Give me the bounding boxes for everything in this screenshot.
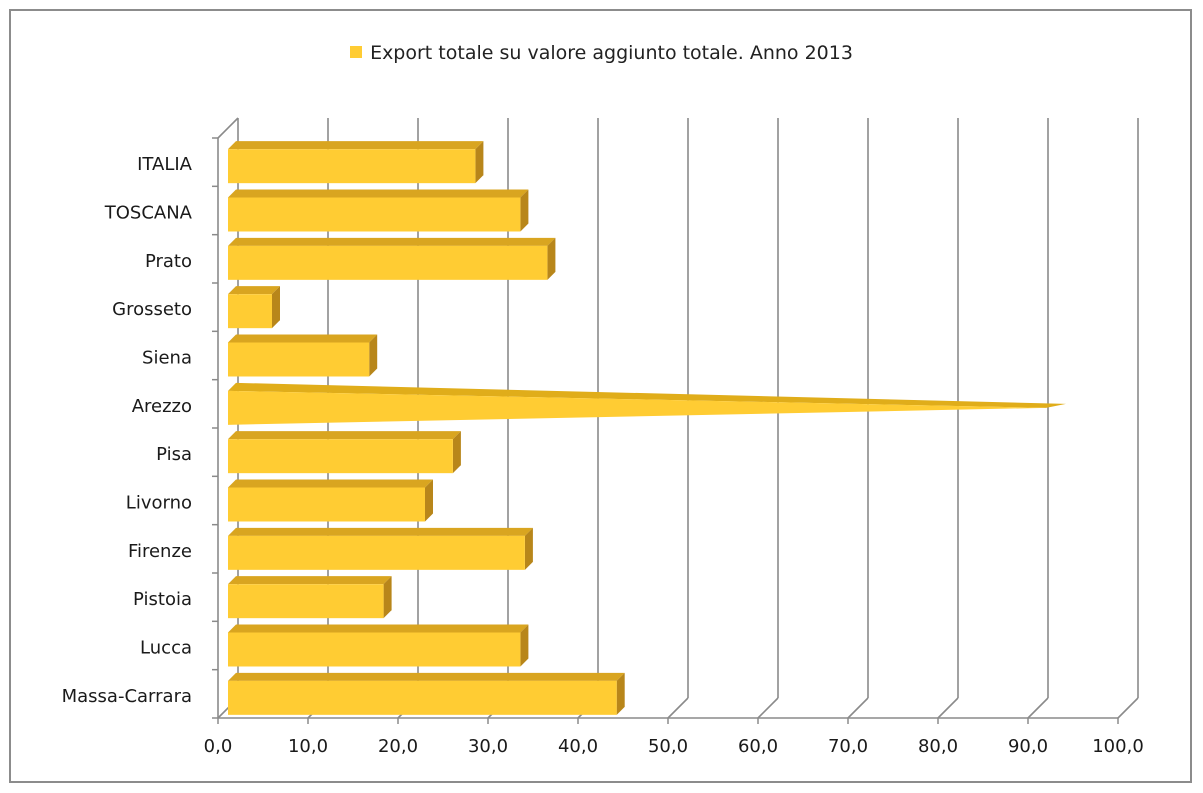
x-tick-label: 40,0 xyxy=(558,736,598,757)
y-tick-label: Prato xyxy=(145,251,192,272)
y-tick-label: Firenze xyxy=(128,541,192,562)
x-tick-label: 80,0 xyxy=(918,736,958,757)
y-tick-label: ITALIA xyxy=(137,154,193,175)
bar-top xyxy=(228,237,556,246)
y-tick-label: Livorno xyxy=(126,493,192,514)
x-tick-label: 50,0 xyxy=(648,736,688,757)
bar xyxy=(228,149,476,184)
bar-top xyxy=(228,672,625,681)
bar-side xyxy=(383,576,392,619)
bar xyxy=(228,535,525,570)
floor-line xyxy=(757,697,779,719)
bar-side xyxy=(452,431,461,474)
bar-top xyxy=(228,479,433,488)
bar-top xyxy=(228,286,280,295)
bar-side xyxy=(524,527,533,570)
bar xyxy=(228,245,548,280)
bar-top xyxy=(228,334,378,343)
floor-line xyxy=(937,697,959,719)
y-tick-label: Pistoia xyxy=(133,589,192,610)
bar-top xyxy=(228,431,461,440)
legend-label: Export totale su valore aggiunto totale.… xyxy=(370,42,853,64)
bar xyxy=(228,487,425,522)
bar xyxy=(228,342,370,377)
bar-side xyxy=(616,672,625,715)
wall-edge xyxy=(217,117,239,139)
floor-line xyxy=(1117,697,1139,719)
bar-top xyxy=(228,576,392,585)
bar-top xyxy=(228,527,533,536)
x-tick-label: 10,0 xyxy=(288,736,328,757)
bar-side xyxy=(547,237,556,280)
bar-side xyxy=(425,479,433,522)
bar-side xyxy=(475,141,484,184)
bar xyxy=(228,584,384,619)
bar xyxy=(228,680,617,715)
bar-side xyxy=(520,189,529,232)
x-tick-label: 60,0 xyxy=(738,736,778,757)
x-tick-label: 100,0 xyxy=(1092,736,1144,757)
y-tick-label: Massa-Carrara xyxy=(62,686,192,707)
x-tick-label: 0,0 xyxy=(204,736,233,757)
bar-side xyxy=(369,334,378,377)
bar-top xyxy=(228,189,529,198)
bar-top xyxy=(228,624,529,633)
legend: Export totale su valore aggiunto totale.… xyxy=(0,42,1203,64)
y-tick-label: TOSCANA xyxy=(104,203,193,224)
bar-side xyxy=(272,286,280,329)
bar-side xyxy=(520,624,529,667)
y-tick-label: Siena xyxy=(142,348,192,369)
x-tick-label: 90,0 xyxy=(1008,736,1048,757)
x-tick-label: 70,0 xyxy=(828,736,868,757)
bar xyxy=(228,632,521,667)
bar xyxy=(228,390,1046,425)
x-tick-label: 30,0 xyxy=(468,736,508,757)
bar xyxy=(228,294,272,329)
y-tick-label: Pisa xyxy=(156,444,192,465)
legend-swatch xyxy=(350,45,363,58)
floor-line xyxy=(847,697,869,719)
bar xyxy=(228,197,521,232)
y-tick-label: Grosseto xyxy=(112,299,192,320)
y-tick-label: Arezzo xyxy=(132,396,192,417)
x-tick-label: 20,0 xyxy=(378,736,418,757)
bar-top xyxy=(228,141,484,150)
floor-line xyxy=(667,697,689,719)
y-tick-label: Lucca xyxy=(140,638,192,659)
floor-line xyxy=(1027,697,1049,719)
bar-top xyxy=(228,382,1066,408)
bar xyxy=(228,439,453,474)
